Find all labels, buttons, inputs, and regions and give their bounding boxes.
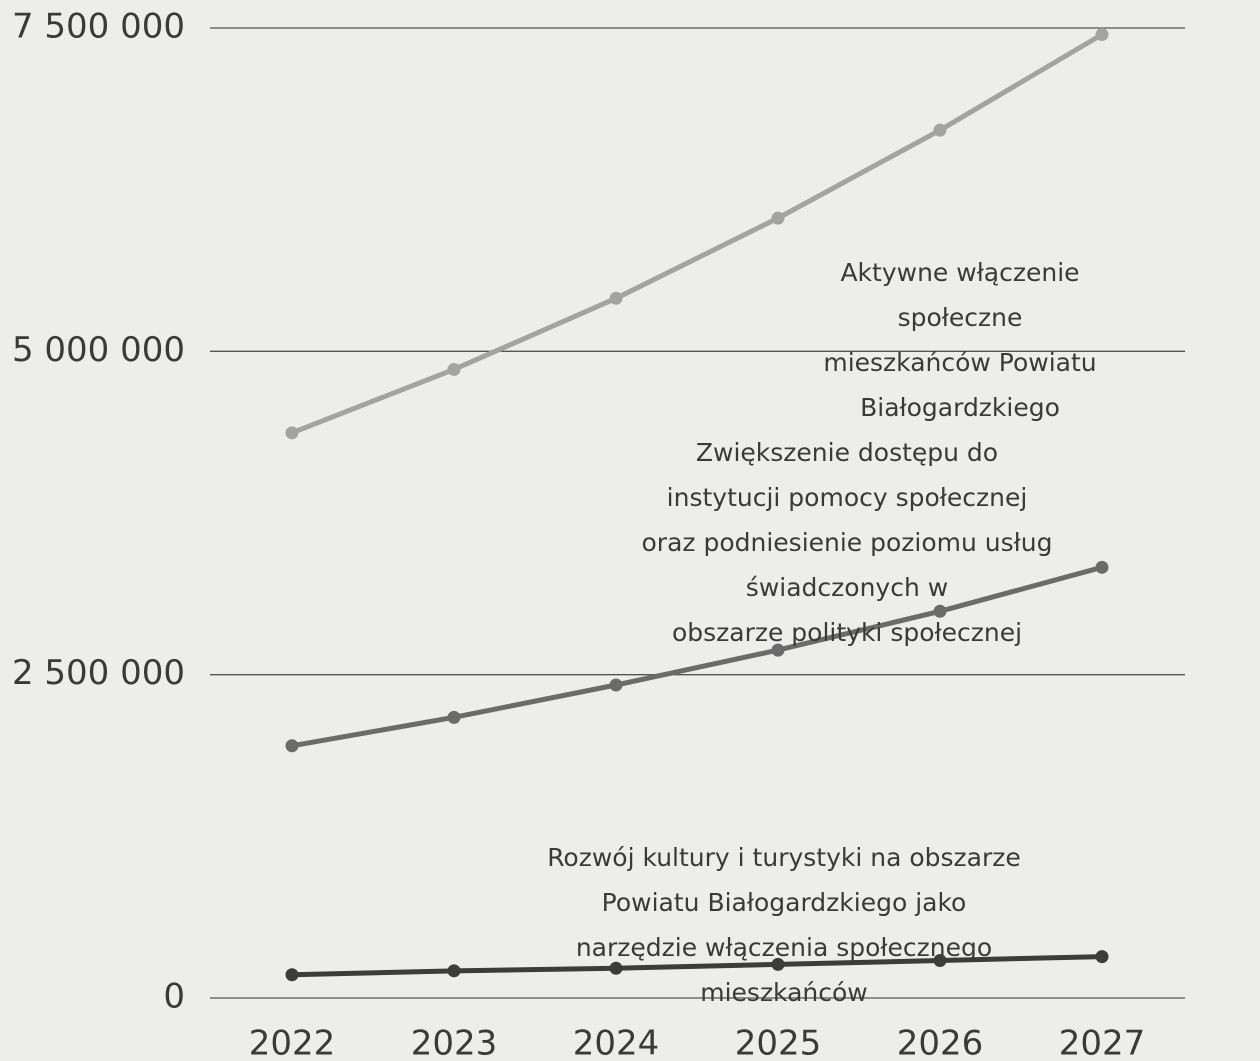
y-tick-label: 0 xyxy=(163,977,185,1017)
series-line xyxy=(291,564,1103,749)
x-tick-label: 2025 xyxy=(735,1024,822,1061)
data-point xyxy=(285,739,299,753)
data-point xyxy=(609,961,623,975)
data-point xyxy=(609,678,623,692)
y-tick-label: 7 500 000 xyxy=(12,7,185,47)
x-tick-label: 2026 xyxy=(897,1024,984,1061)
series-line xyxy=(291,954,1103,978)
data-point xyxy=(771,643,785,657)
data-point xyxy=(1095,560,1109,574)
x-tick-label: 2027 xyxy=(1059,1024,1146,1061)
data-point xyxy=(1095,27,1109,41)
data-point xyxy=(447,710,461,724)
data-point xyxy=(771,211,785,225)
series-line xyxy=(291,32,1104,436)
series-label: Zwiększenie dostępu do instytucji pomocy… xyxy=(641,438,1053,647)
data-point xyxy=(933,123,947,137)
data-point xyxy=(285,968,299,982)
data-point xyxy=(609,291,623,305)
data-point xyxy=(447,362,461,376)
data-point xyxy=(933,953,947,967)
data-point xyxy=(771,957,785,971)
data-point xyxy=(933,604,947,618)
data-point xyxy=(1095,950,1109,964)
x-tick-label: 2023 xyxy=(411,1024,498,1061)
x-tick-label: 2022 xyxy=(249,1024,336,1061)
data-point xyxy=(285,426,299,440)
y-tick-label: 5 000 000 xyxy=(12,330,185,370)
y-tick-label: 2 500 000 xyxy=(12,653,185,693)
series-label: Rozwój kultury i turystyki na obszarze P… xyxy=(547,843,1021,1007)
x-tick-label: 2024 xyxy=(573,1024,660,1061)
data-point xyxy=(447,964,461,978)
series-label: Aktywne włączenie społeczne mieszkańców … xyxy=(823,258,1097,422)
